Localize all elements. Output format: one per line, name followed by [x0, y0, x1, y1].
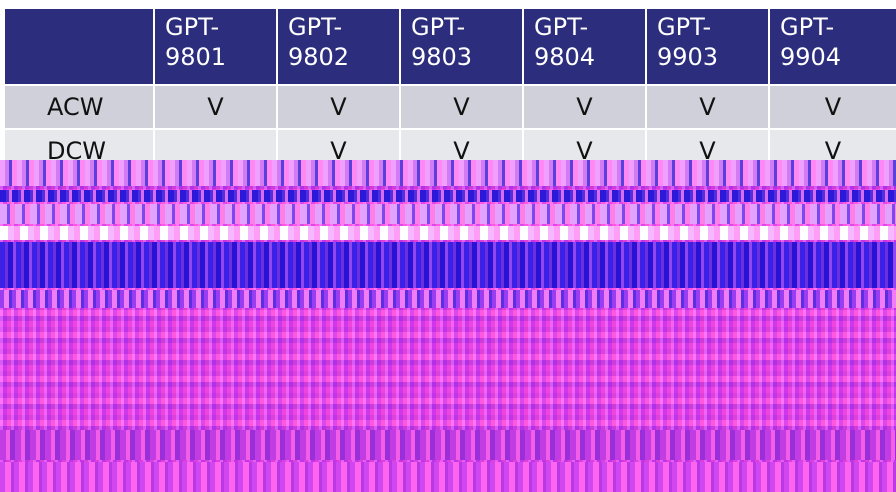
table-cell: V: [647, 86, 768, 128]
header-row: GPT- 9801 GPT- 9802 GPT- 9803 GPT- 9804 …: [5, 9, 896, 84]
glitch-band: [0, 462, 896, 492]
corrupted-image-region: [0, 160, 896, 492]
table-cell: V: [155, 86, 276, 128]
column-header-line2: 9804: [534, 43, 596, 71]
table-cell: V: [278, 86, 399, 128]
glitch-band: [0, 242, 896, 288]
column-header-line2: 9802: [288, 43, 350, 71]
glitch-band: [0, 160, 896, 186]
glitch-band: [0, 226, 896, 240]
table-row-acw: ACW V V V V V V: [5, 86, 896, 128]
column-header-gpt-9904: GPT- 9904: [770, 9, 896, 84]
glitch-band: [0, 190, 896, 202]
glitch-band: [0, 430, 896, 460]
column-header-line2: 9801: [165, 43, 227, 71]
column-header-gpt-9801: GPT- 9801: [155, 9, 276, 84]
corner-cell: [5, 9, 153, 84]
column-header-line1: GPT-: [288, 13, 343, 41]
table-cell: V: [770, 86, 896, 128]
column-header-gpt-9804: GPT- 9804: [524, 9, 645, 84]
column-header-line2: 9904: [780, 43, 842, 71]
table-cell: V: [524, 86, 645, 128]
row-label: ACW: [5, 86, 153, 128]
model-feature-table: GPT- 9801 GPT- 9802 GPT- 9803 GPT- 9804 …: [3, 7, 896, 174]
column-header-line1: GPT-: [780, 13, 835, 41]
glitch-band: [0, 204, 896, 224]
column-header-line2: 9803: [411, 43, 473, 71]
column-header-gpt-9803: GPT- 9803: [401, 9, 522, 84]
column-header-line1: GPT-: [411, 13, 466, 41]
glitch-band: [0, 290, 896, 308]
table-cell: V: [401, 86, 522, 128]
column-header-line1: GPT-: [534, 13, 589, 41]
column-header-line1: GPT-: [657, 13, 712, 41]
column-header-line2: 9903: [657, 43, 719, 71]
column-header-gpt-9903: GPT- 9903: [647, 9, 768, 84]
column-header-line1: GPT-: [165, 13, 220, 41]
column-header-gpt-9802: GPT- 9802: [278, 9, 399, 84]
